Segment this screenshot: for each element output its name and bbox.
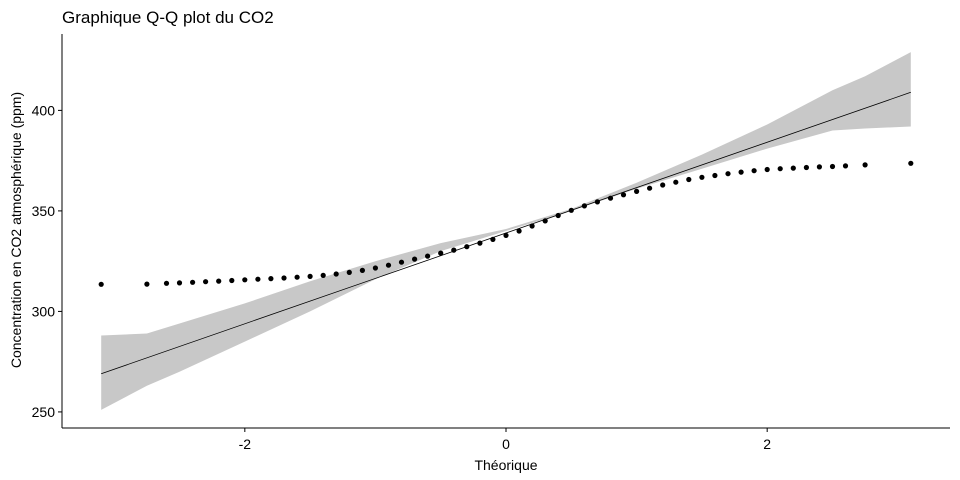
data-point: [438, 250, 444, 256]
data-point: [281, 275, 287, 281]
data-point: [529, 223, 535, 229]
data-point: [647, 185, 653, 191]
data-point: [568, 207, 574, 213]
data-point: [712, 172, 718, 179]
data-point: [98, 281, 104, 287]
y-tick-label: 400: [32, 102, 56, 118]
data-point: [203, 279, 209, 285]
data-point: [372, 265, 378, 271]
data-point: [333, 271, 339, 277]
data-point: [176, 280, 183, 286]
data-point: [346, 269, 352, 275]
data-point: [764, 166, 770, 173]
data-point: [268, 276, 274, 282]
data-point: [738, 169, 744, 175]
data-point: [490, 236, 496, 242]
y-tick-label: 300: [32, 303, 56, 319]
x-axis-ticks: -2 0 2: [239, 428, 771, 452]
data-point: [163, 280, 170, 286]
data-point: [699, 174, 705, 180]
data-point: [660, 182, 666, 188]
data-point: [790, 165, 796, 171]
confidence-band: [101, 52, 911, 410]
data-point: [751, 168, 757, 174]
data-point: [777, 166, 783, 172]
data-point: [725, 171, 731, 177]
x-tick-label: -2: [239, 436, 252, 452]
data-point: [359, 267, 365, 273]
data-point: [607, 195, 614, 201]
y-axis-ticks: 250 300 350 400: [32, 102, 62, 420]
data-point: [229, 277, 235, 284]
x-tick-label: 2: [763, 436, 771, 452]
data-point: [842, 163, 849, 169]
data-point: [673, 179, 679, 185]
data-point: [816, 164, 823, 170]
data-point: [320, 272, 326, 278]
data-point: [412, 256, 418, 262]
data-point: [803, 164, 810, 171]
data-point: [464, 244, 470, 250]
data-point: [594, 199, 601, 205]
data-point: [516, 228, 522, 234]
data-point: [477, 240, 483, 246]
data-points: [98, 160, 914, 287]
data-point: [686, 176, 692, 183]
data-point: [451, 247, 457, 253]
data-point: [862, 162, 868, 168]
y-tick-label: 350: [32, 203, 56, 219]
data-point: [255, 276, 261, 282]
chart-title: Graphique Q-Q plot du CO2: [62, 8, 274, 27]
data-point: [620, 192, 627, 198]
data-point: [216, 278, 222, 284]
y-tick-label: 250: [32, 404, 56, 420]
y-axis-label: Concentration en CO2 atmosphérique (ppm): [8, 92, 24, 368]
data-point: [908, 160, 914, 166]
data-point: [398, 259, 405, 265]
data-point: [634, 188, 640, 194]
x-tick-label: 0: [502, 436, 510, 452]
data-point: [829, 163, 836, 170]
data-point: [294, 274, 300, 280]
plot-area: [98, 52, 914, 410]
data-point: [144, 281, 150, 287]
data-point: [542, 218, 548, 224]
data-point: [425, 253, 431, 259]
data-point: [503, 232, 509, 238]
data-point: [555, 212, 561, 219]
data-point: [581, 203, 588, 209]
data-point: [242, 277, 248, 283]
data-point: [307, 273, 313, 279]
data-point: [385, 262, 392, 268]
data-point: [190, 279, 196, 285]
x-axis-label: Théorique: [474, 457, 537, 473]
